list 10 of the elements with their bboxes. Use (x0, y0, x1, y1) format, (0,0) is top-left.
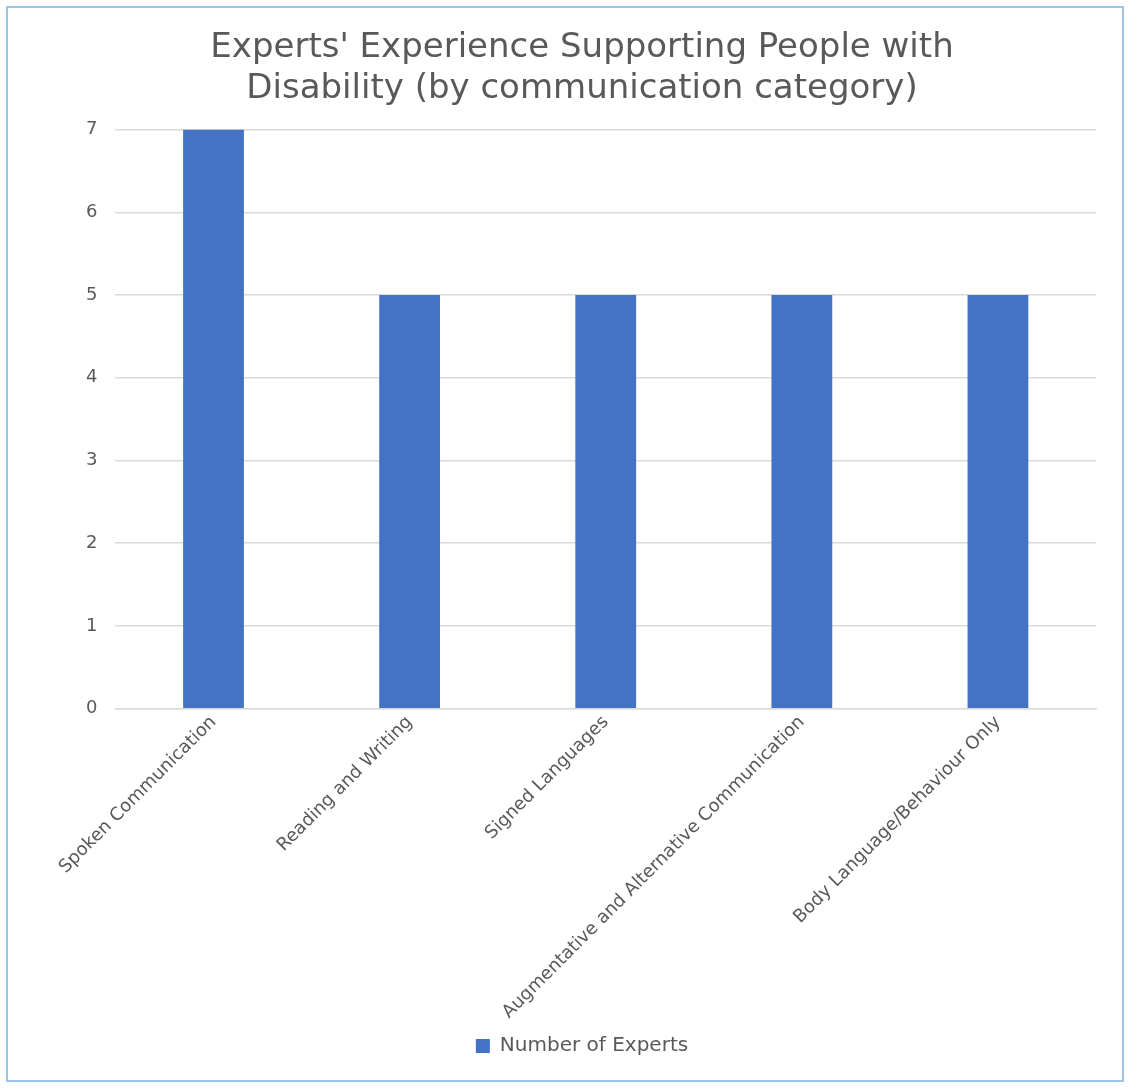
y-tick-label: 5 (86, 282, 98, 304)
y-tick-label: 2 (86, 530, 98, 552)
y-tick-label: 7 (86, 117, 98, 139)
y-tick-label: 4 (86, 365, 98, 387)
y-tick-label: 6 (86, 200, 98, 221)
y-tick-label: 3 (86, 448, 98, 470)
y-tick-label: 1 (86, 613, 98, 635)
legend-label: Number of Experts (499, 1032, 689, 1057)
chart-title: Experts' Experience Supporting People with Disability (by communication category) (210, 25, 954, 107)
y-tick-label: 0 (86, 696, 98, 718)
